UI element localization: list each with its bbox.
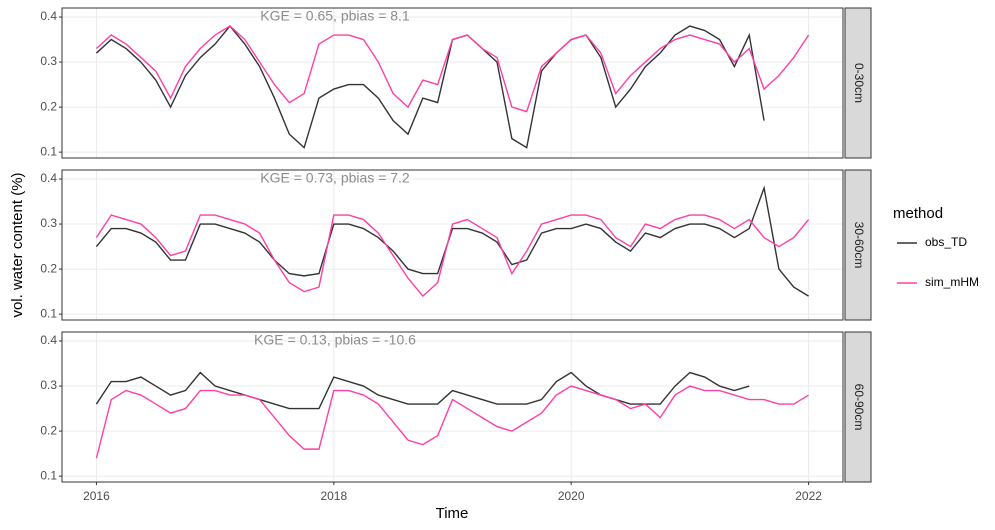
annotation: KGE = 0.13, pbias = -10.6 xyxy=(254,332,416,348)
y-tick-label: 0.1 xyxy=(40,144,57,158)
legend-label: sim_mHM xyxy=(925,275,979,289)
data-line xyxy=(95,24,765,149)
data-line xyxy=(95,185,809,297)
legend-label: obs_TD xyxy=(925,235,967,249)
facet-label: 60-90cm xyxy=(852,384,866,431)
y-axis-label: vol. water content (%) xyxy=(9,172,26,317)
y-tick-label: 0.2 xyxy=(40,423,57,437)
x-tick-label: 2022 xyxy=(795,489,822,503)
y-tick-label: 0.2 xyxy=(40,261,57,275)
data-line xyxy=(95,214,810,298)
legend-title: method xyxy=(893,205,943,222)
data-line xyxy=(95,371,750,410)
x-tick-label: 2020 xyxy=(558,489,585,503)
y-tick-label: 0.4 xyxy=(40,333,57,347)
data-line xyxy=(95,25,810,113)
y-tick-label: 0.1 xyxy=(40,306,57,320)
y-tick-label: 0.3 xyxy=(40,216,57,230)
x-tick-label: 2018 xyxy=(320,489,347,503)
facet-strip xyxy=(844,169,872,321)
facet-label: 0-30cm xyxy=(852,63,866,103)
panel-border xyxy=(61,169,844,321)
facet-strip xyxy=(844,331,872,483)
facet-strip xyxy=(844,7,872,159)
x-tick-label: 2016 xyxy=(83,489,110,503)
panel-background xyxy=(62,170,843,320)
y-tick-label: 0.4 xyxy=(40,171,57,185)
y-tick-label: 0.3 xyxy=(40,54,57,68)
y-tick-label: 0.4 xyxy=(40,9,57,23)
data-line xyxy=(95,385,809,459)
panel-border xyxy=(61,331,844,483)
panel-background xyxy=(62,332,843,482)
panel-background xyxy=(62,8,843,158)
y-tick-label: 0.1 xyxy=(40,468,57,482)
y-tick-label: 0.3 xyxy=(40,378,57,392)
x-axis-label: Time xyxy=(436,505,469,522)
panel-border xyxy=(61,7,844,159)
annotation: KGE = 0.65, pbias = 8.1 xyxy=(260,8,410,24)
y-tick-label: 0.2 xyxy=(40,99,57,113)
facet-label: 30-60cm xyxy=(852,222,866,269)
annotation: KGE = 0.73, pbias = 7.2 xyxy=(260,170,410,186)
